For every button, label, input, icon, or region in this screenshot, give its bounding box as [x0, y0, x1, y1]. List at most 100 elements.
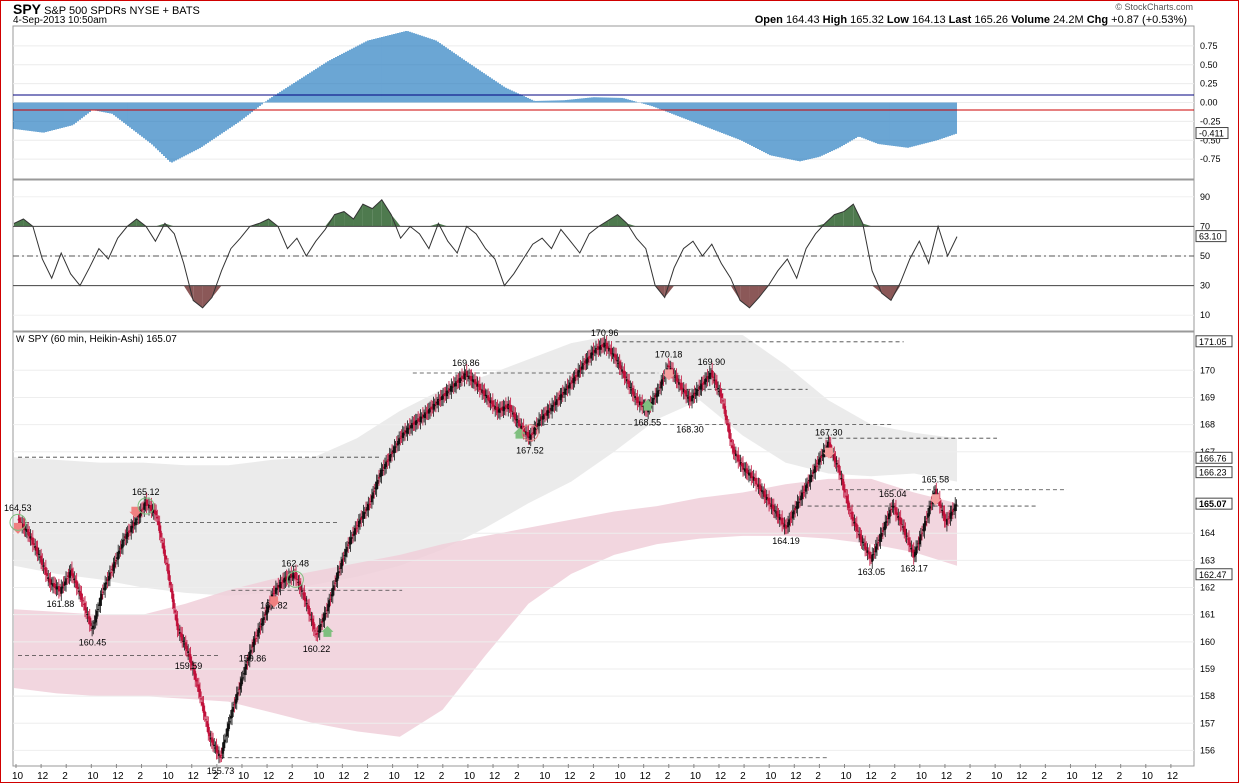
- candle-body: [622, 371, 625, 374]
- candle-body: [299, 584, 302, 591]
- candle-body: [360, 517, 363, 520]
- candle-body: [245, 664, 248, 670]
- candle-body: [241, 677, 244, 679]
- candle-body: [75, 580, 78, 589]
- candle-body: [849, 512, 852, 514]
- candle-body: [745, 468, 748, 473]
- candle-body: [950, 511, 953, 516]
- candle-body: [539, 419, 542, 421]
- candle-body: [909, 542, 912, 547]
- candle-body: [71, 568, 73, 576]
- candle-body: [398, 438, 401, 445]
- candle-body: [290, 573, 293, 578]
- candle-body: [297, 581, 300, 583]
- candle-body: [376, 479, 379, 484]
- candle-body: [21, 523, 24, 527]
- histogram-tick-label: -0.50: [1200, 135, 1221, 145]
- candle-body: [502, 406, 505, 412]
- rsi-overbought-fill: [353, 204, 363, 227]
- candle-body: [354, 528, 357, 535]
- candle-body: [872, 554, 875, 556]
- candle-body: [72, 573, 75, 578]
- candle-body: [700, 383, 703, 390]
- x-axis-tick-label: 12: [866, 771, 878, 782]
- candle-body: [667, 365, 670, 368]
- price-label: 165.04: [879, 489, 907, 499]
- candle-body: [175, 614, 178, 622]
- candle-body: [769, 503, 772, 505]
- x-axis-tick-label: 2: [815, 771, 821, 782]
- candle-body: [800, 495, 802, 501]
- candle-body: [325, 609, 328, 611]
- candle-body: [533, 427, 536, 435]
- candle-body: [463, 373, 466, 380]
- candle-body: [732, 446, 735, 453]
- candle-body: [303, 592, 306, 600]
- candle-body: [461, 375, 463, 380]
- candle-body: [453, 383, 456, 387]
- candle-body: [267, 605, 270, 607]
- candle-body: [691, 395, 693, 402]
- candle-body: [513, 412, 516, 418]
- candle-body: [586, 357, 589, 363]
- candle-body: [291, 575, 294, 577]
- candle-body: [167, 564, 169, 574]
- candle-body: [437, 399, 440, 405]
- candle-body: [634, 396, 637, 399]
- candle-body: [706, 376, 709, 380]
- candle-body: [759, 485, 762, 492]
- candle-body: [42, 565, 45, 567]
- candle-body: [338, 567, 341, 569]
- price-panel: [12, 331, 1195, 767]
- candle-body: [126, 532, 129, 537]
- candle-body: [778, 517, 781, 520]
- candle-body: [919, 534, 922, 541]
- candle-body: [200, 698, 203, 700]
- candle-body: [80, 592, 83, 600]
- candle-body: [762, 492, 765, 494]
- candle-body: [86, 614, 89, 616]
- candle-body: [242, 673, 245, 675]
- candle-body: [835, 463, 838, 465]
- candle-body: [738, 459, 741, 462]
- candle-body: [385, 461, 388, 468]
- candle-body: [199, 688, 201, 697]
- candle-body: [923, 523, 926, 532]
- candle-body: [895, 507, 897, 515]
- candle-body: [219, 755, 222, 758]
- candle-body: [395, 443, 398, 446]
- candle-body: [95, 610, 98, 619]
- candle-body: [509, 404, 512, 412]
- open-label: Open: [754, 14, 783, 26]
- candle-body: [110, 572, 112, 574]
- candle-body: [465, 371, 468, 377]
- candle-body: [94, 615, 97, 623]
- candle-body: [483, 390, 486, 396]
- candle-body: [682, 389, 685, 393]
- x-axis-tick-label: 2: [589, 771, 595, 782]
- candle-body: [685, 390, 687, 397]
- x-axis-tick-label: 2: [665, 771, 671, 782]
- candle-body: [692, 395, 695, 399]
- candle-body: [542, 414, 545, 420]
- candle-body: [280, 582, 283, 584]
- candle-body: [775, 512, 778, 514]
- candle-body: [761, 490, 763, 493]
- watermark: © StockCharts.com: [1115, 2, 1193, 12]
- candle-body: [897, 515, 900, 519]
- candle-body: [352, 533, 354, 537]
- candle-body: [487, 395, 489, 401]
- candle-body: [828, 442, 831, 448]
- candle-body: [149, 505, 152, 509]
- candle-body: [407, 428, 410, 430]
- histogram-layer: 0.75 0.50 0.25 0.00 -0.25 -0.50 -0.75 -0.411: [13, 31, 1229, 164]
- candle-body: [34, 545, 37, 549]
- candle-body: [98, 604, 101, 606]
- candle-body: [884, 522, 887, 530]
- candle-body: [350, 537, 353, 539]
- candle-body: [67, 575, 70, 577]
- candle-body: [714, 379, 717, 385]
- candle-body: [158, 522, 161, 534]
- candle-body: [596, 349, 599, 351]
- candle-body: [349, 537, 352, 545]
